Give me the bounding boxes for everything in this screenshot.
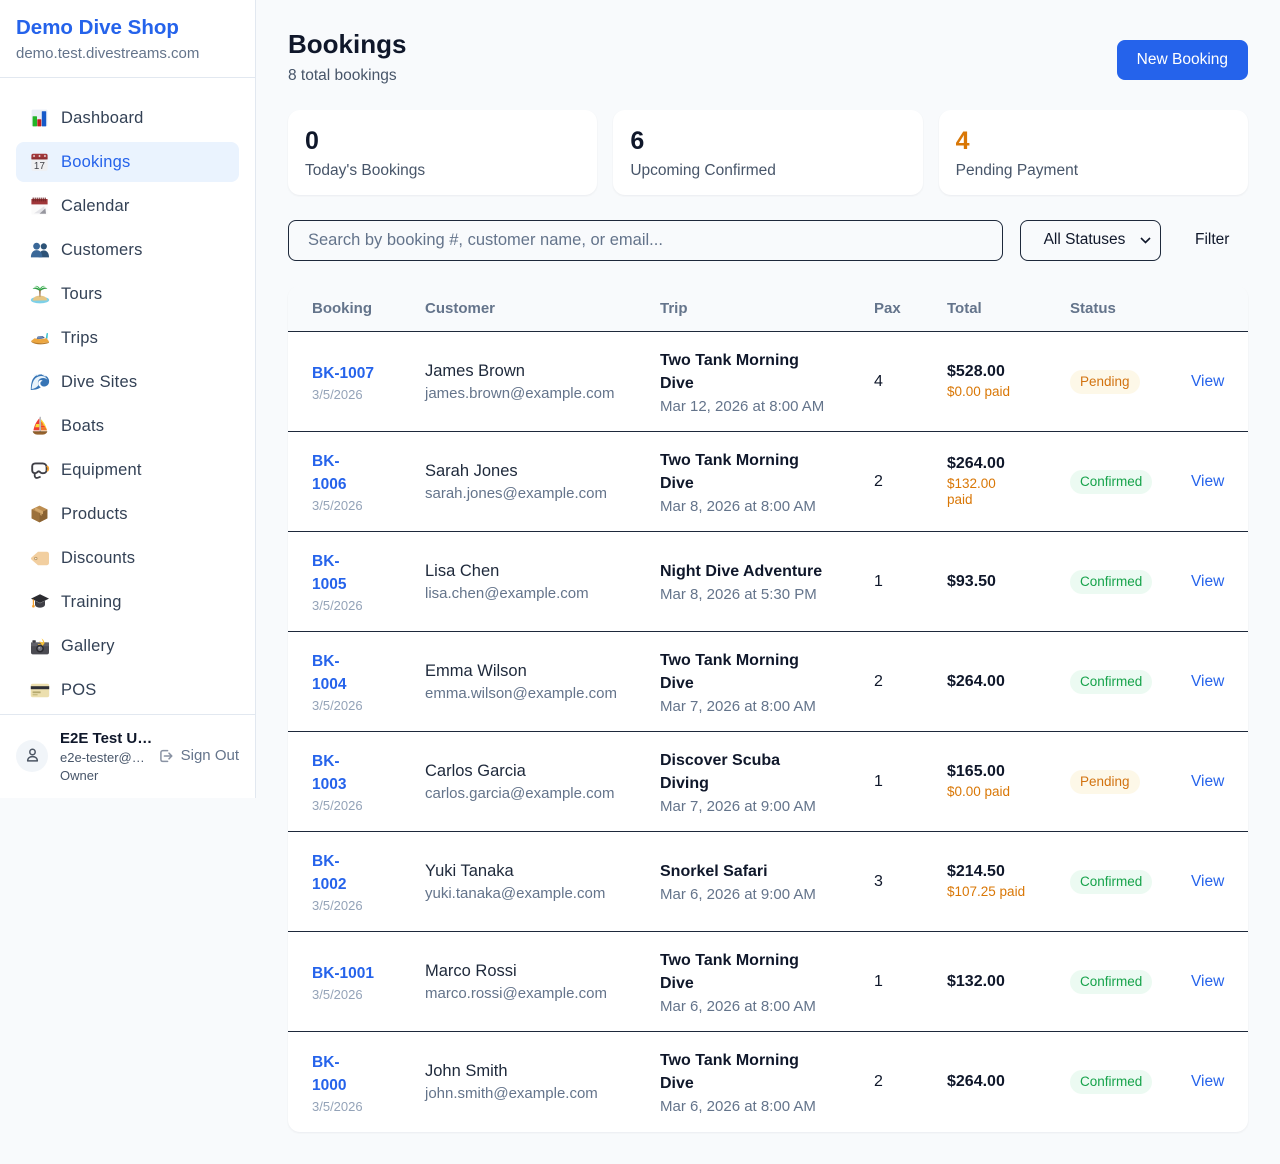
svg-text:17: 17 <box>34 161 45 172</box>
